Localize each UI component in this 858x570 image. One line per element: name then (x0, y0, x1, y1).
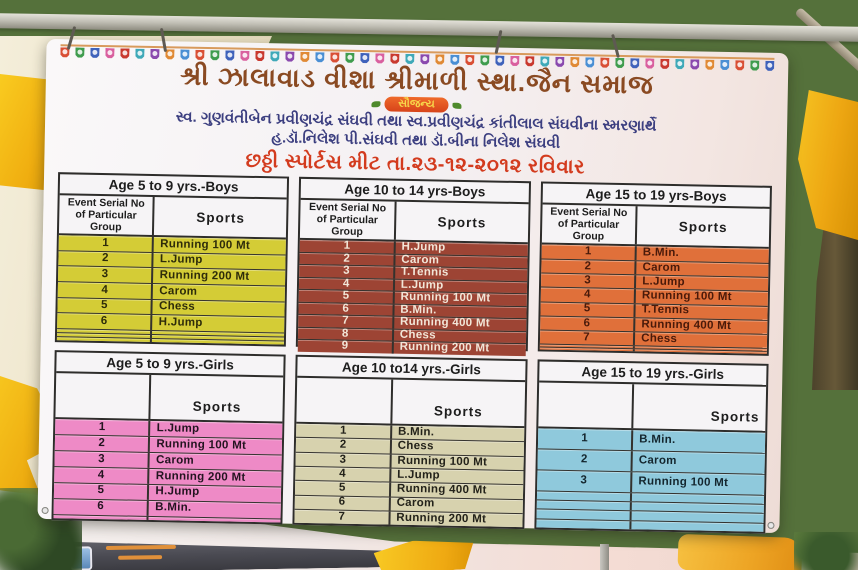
table-body: 1 H.Jump 2 Carom 3 T.Tennis 4 L.Jump 5 Running 10… (298, 240, 528, 356)
col-header-serial: Event Serial No of Particular Group (58, 195, 156, 236)
sport-cell: Carom (638, 454, 677, 468)
yellow-fabric-right (798, 90, 858, 240)
serial-cell: 7 (294, 509, 391, 525)
bunting-flag-icon (705, 60, 714, 71)
orange-fabric-bottom (677, 533, 803, 570)
table-header: Event Serial No of Particular Group Spor… (541, 204, 770, 250)
col-header-serial (537, 382, 635, 429)
bunting-flag-icon (135, 49, 144, 61)
serial-cell (539, 347, 635, 352)
sport-cell (149, 517, 281, 523)
serial-cell: 1 (537, 428, 634, 451)
table-age-15-19-boys: Age 15 to 19 yrs-Boys Event Serial No of… (537, 181, 772, 356)
bunting-flag-icon (105, 48, 114, 60)
sport-cell: B.Min. (639, 433, 676, 447)
table-header: Sports (55, 373, 284, 424)
col-header-serial (296, 377, 393, 424)
bunting-flag-icon (765, 61, 774, 71)
sport-cell: Running 200 Mt (396, 511, 487, 526)
bunting-flag-icon (720, 60, 729, 71)
bunting-flag-icon (660, 59, 669, 71)
table-age-5-9-girls: Age 5 to 9 yrs.-Girls Sports 1 L.Jump 2 Run… (51, 350, 286, 525)
table-body: 1 L.Jump 2 Running 100 Mt 3 Carom 4 Running 200… (53, 419, 283, 523)
serial-cell: 3 (536, 470, 633, 492)
serial-cell (536, 519, 632, 530)
table-body: 1 B.Min. 2 Carom 3 Running 100 Mt (536, 428, 766, 532)
signboard-text-mark (106, 545, 176, 550)
tables-grid: Age 5 to 9 yrs.-Boys Event Serial No of … (51, 172, 772, 534)
col-header-sports: Sports (192, 398, 242, 415)
table-row: 7 Running 200 Mt (294, 508, 523, 528)
sports-banner: શ્રી ઝાલાવાડ વીશા શ્રીમાળી સ્થા.જૈન સમાજ… (37, 38, 789, 534)
bunting-flag-icon (690, 59, 699, 71)
vertical-pole-center (600, 544, 609, 570)
sport-cell (635, 350, 767, 354)
serial-cell: 2 (537, 449, 633, 472)
table-body: 1 B.Min. 2 Chess 3 Running 100 Mt 4 L.Jump 5 Runn… (294, 423, 524, 528)
col-header-sports: Sports (433, 403, 483, 420)
table-body: 1 B.Min. 2 Carom 3 L.Jump 4 Running 100 Mt 5 T.Te… (539, 244, 769, 354)
foliage-bottom-right (794, 532, 858, 570)
col-header-sports: Sports (678, 218, 728, 235)
col-header-serial: Event Serial No of Particular Group (541, 204, 638, 245)
serial-cell: 9 (298, 340, 394, 354)
bunting-flag-icon (735, 60, 744, 71)
col-header-serial (55, 373, 152, 420)
table-body: 1 Running 100 Mt 2 L.Jump 3 Running 200 Mt 4 Ca… (56, 235, 287, 345)
grommet-icon (41, 506, 49, 515)
table-header: Sports (296, 377, 525, 429)
serial-cell (53, 514, 149, 521)
bunting-flag-icon (750, 60, 759, 70)
sport-cell: Running 100 Mt (638, 475, 729, 490)
table-age-10-14-girls: Age 10 to14 yrs.-Girls Sports 1 B.Min. 2 Ch… (292, 354, 528, 530)
table-header: Event Serial No of Particular Group Spor… (300, 199, 529, 245)
table-age-15-19-girls: Age 15 to 19 yrs.-Girls Sports 1 B.Min. 2 C… (534, 359, 769, 534)
serial-cell (56, 337, 153, 343)
table-header: Event Serial No of Particular Group Spor… (58, 195, 287, 240)
bunting-flag-icon (75, 47, 84, 59)
col-header-sports: Sports (710, 408, 760, 425)
grommet-icon (767, 521, 775, 529)
diagonal-pole (794, 7, 858, 94)
table-age-5-9-boys: Age 5 to 9 yrs.-Boys Event Serial No of … (54, 172, 290, 347)
col-header-serial: Event Serial No of Particular Group (300, 199, 397, 240)
col-header-sports: Sports (437, 214, 487, 231)
bunting-flag-icon (675, 59, 684, 71)
sport-cell: Running 200 Mt (399, 341, 490, 355)
bunting-flag-icon (120, 48, 129, 60)
bunting-flag-icon (150, 49, 159, 61)
sport-cell (152, 339, 284, 345)
bunting-flag-icon (90, 48, 99, 60)
table-header: Sports (537, 382, 767, 433)
col-header-sports: Sports (196, 209, 246, 226)
signboard-text-mark (118, 555, 162, 560)
courtesy-badge: સૌજન્ય (384, 96, 449, 113)
sport-cell (631, 521, 763, 532)
table-age-10-14-boys: Age 10 to 14 yrs-Boys Event Serial No of… (296, 176, 531, 356)
